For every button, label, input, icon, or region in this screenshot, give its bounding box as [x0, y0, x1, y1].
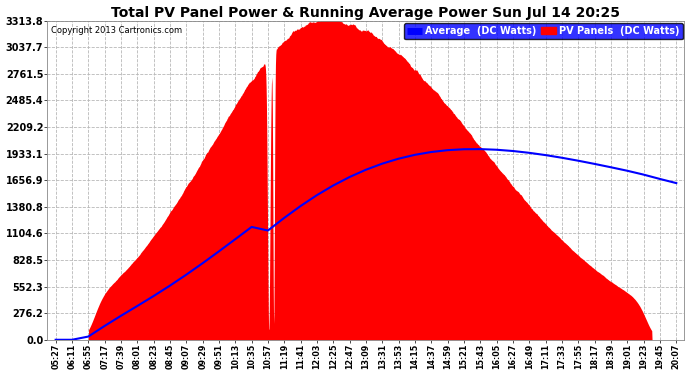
- Text: Copyright 2013 Cartronics.com: Copyright 2013 Cartronics.com: [50, 26, 181, 34]
- Title: Total PV Panel Power & Running Average Power Sun Jul 14 20:25: Total PV Panel Power & Running Average P…: [112, 6, 620, 20]
- Legend: Average  (DC Watts), PV Panels  (DC Watts): Average (DC Watts), PV Panels (DC Watts): [404, 22, 682, 39]
